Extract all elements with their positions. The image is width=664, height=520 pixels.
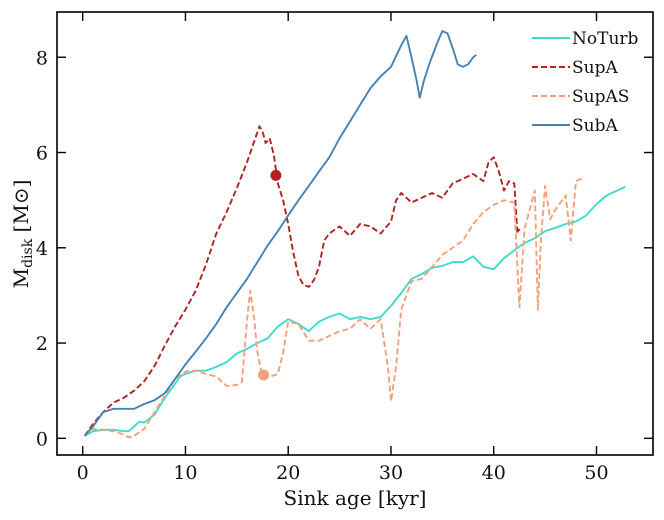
marker-layer [258,169,282,381]
y-tick-label: 4 [36,238,48,260]
marker-supa [270,169,282,181]
legend-label-supas: SupAS [572,87,629,107]
y-tick-label: 0 [36,428,48,450]
series-line-suba [83,30,477,437]
x-tick-label: 50 [584,462,608,484]
marker-supas [258,369,270,381]
x-axis-label: Sink age [kyr] [284,486,427,510]
series-line-supas [84,177,585,439]
x-tick-label: 0 [77,462,89,484]
series-line-noturb [84,185,626,437]
x-tick-label: 40 [482,462,506,484]
y-axis-label-unit: [M⊙] [9,180,33,239]
y-axis-label-subscript: disk [20,238,36,268]
plot-frame [56,11,654,456]
y-tick-label: 8 [36,47,48,69]
y-axis-label: Mdisk [M⊙] [9,180,36,289]
legend-label-supa: SupA [572,58,618,78]
legend-label-noturb: NoTurb [572,29,639,49]
x-tick-label: 10 [173,462,197,484]
y-axis-label-main: M [9,268,33,288]
x-tick-label: 20 [276,462,300,484]
series-layer [83,30,626,439]
x-tick-label: 30 [379,462,403,484]
series-line-supa [83,125,521,437]
y-tick-label: 6 [36,143,48,165]
legend: NoTurb SupA SupAS SubA [532,29,639,136]
tick-layer: 0 10 20 30 40 50 0 2 4 6 8 [36,12,653,484]
legend-label-suba: SubA [572,116,618,136]
y-tick-label: 2 [36,333,48,355]
